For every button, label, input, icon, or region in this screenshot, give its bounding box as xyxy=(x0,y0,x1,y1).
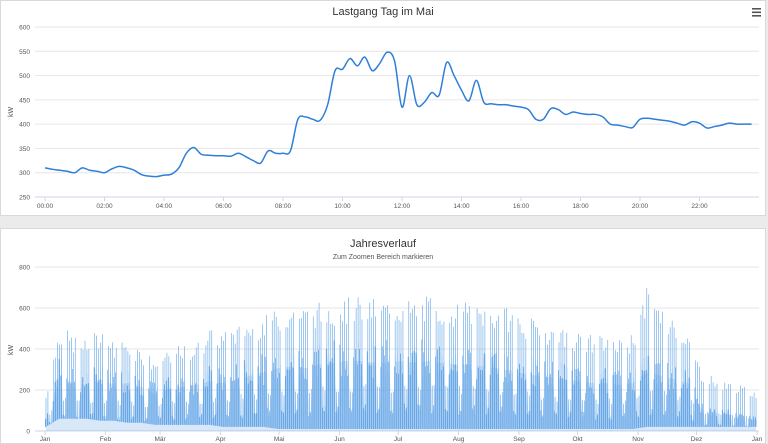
menu-icon-bar xyxy=(752,11,761,14)
x-tick-label: 12:00 xyxy=(394,203,411,210)
y-tick-label: 400 xyxy=(19,122,30,129)
chart-subtitle: Zum Zoomen Bereich markieren xyxy=(333,254,433,261)
x-tick-label: Feb xyxy=(100,436,112,443)
x-tick-label: 16:00 xyxy=(513,203,530,210)
y-axis-label: kW xyxy=(8,345,15,356)
y-tick-label: 250 xyxy=(19,195,30,202)
x-tick-label: Apr xyxy=(215,436,226,443)
x-tick-label: Jan xyxy=(40,436,51,443)
y-axis-label: kW xyxy=(8,107,15,118)
x-tick-label: 04:00 xyxy=(156,203,173,210)
y-tick-label: 800 xyxy=(19,265,30,272)
y-tick-label: 500 xyxy=(19,73,30,80)
load-line-series xyxy=(44,51,752,178)
x-tick-label: Mai xyxy=(274,436,284,443)
y-tick-label: 550 xyxy=(19,49,30,56)
annual-load-chart-panel: Jahresverlauf Zum Zoomen Bereich markier… xyxy=(0,228,766,444)
x-tick-label: 00:00 xyxy=(37,203,54,210)
daily-load-chart: Lastgang Tag im Mai kW 250 300 350 400 450 50… xyxy=(8,5,763,210)
menu-icon-bar xyxy=(752,15,761,17)
y-tick-label: 0 xyxy=(26,429,30,436)
y-tick-label: 400 xyxy=(19,347,30,354)
x-tick-label: 22:00 xyxy=(691,203,708,210)
chart-title: Lastgang Tag im Mai xyxy=(332,6,433,18)
x-tick-label: Jun xyxy=(334,436,345,443)
chart-title: Jahresverlauf xyxy=(350,238,417,250)
x-tick-label: 14:00 xyxy=(453,203,470,210)
daily-load-chart-panel: Lastgang Tag im Mai kW 250 300 350 400 450 50… xyxy=(0,0,766,216)
y-tick-label: 350 xyxy=(19,146,30,153)
x-tick-label: 18:00 xyxy=(572,203,589,210)
x-tick-label: Mär xyxy=(154,436,166,443)
menu-icon-bar xyxy=(752,8,761,10)
y-tick-label: 200 xyxy=(19,388,30,395)
y-tick-label: 300 xyxy=(19,170,30,177)
x-tick-label: 20:00 xyxy=(632,203,649,210)
y-tick-label: 600 xyxy=(19,306,30,313)
y-tick-label: 600 xyxy=(19,25,30,32)
x-tick-label: 06:00 xyxy=(215,203,232,210)
x-tick-label: 10:00 xyxy=(334,203,351,210)
x-tick-label: Nov xyxy=(632,436,644,443)
x-tick-label: Okt xyxy=(572,436,582,443)
x-tick-label: Jul xyxy=(394,436,403,443)
x-tick-label: Jan xyxy=(752,436,763,443)
x-tick-label: 02:00 xyxy=(96,203,113,210)
x-tick-label: Sep xyxy=(513,436,525,443)
annual-load-series xyxy=(44,288,757,429)
chart-menu-button[interactable] xyxy=(749,5,763,19)
annual-load-chart[interactable]: Jahresverlauf Zum Zoomen Bereich markier… xyxy=(1,229,765,443)
y-tick-label: 450 xyxy=(19,97,30,104)
x-tick-label: Aug xyxy=(453,436,465,443)
x-tick-label: Dez xyxy=(691,436,703,443)
x-tick-label: 08:00 xyxy=(275,203,292,210)
